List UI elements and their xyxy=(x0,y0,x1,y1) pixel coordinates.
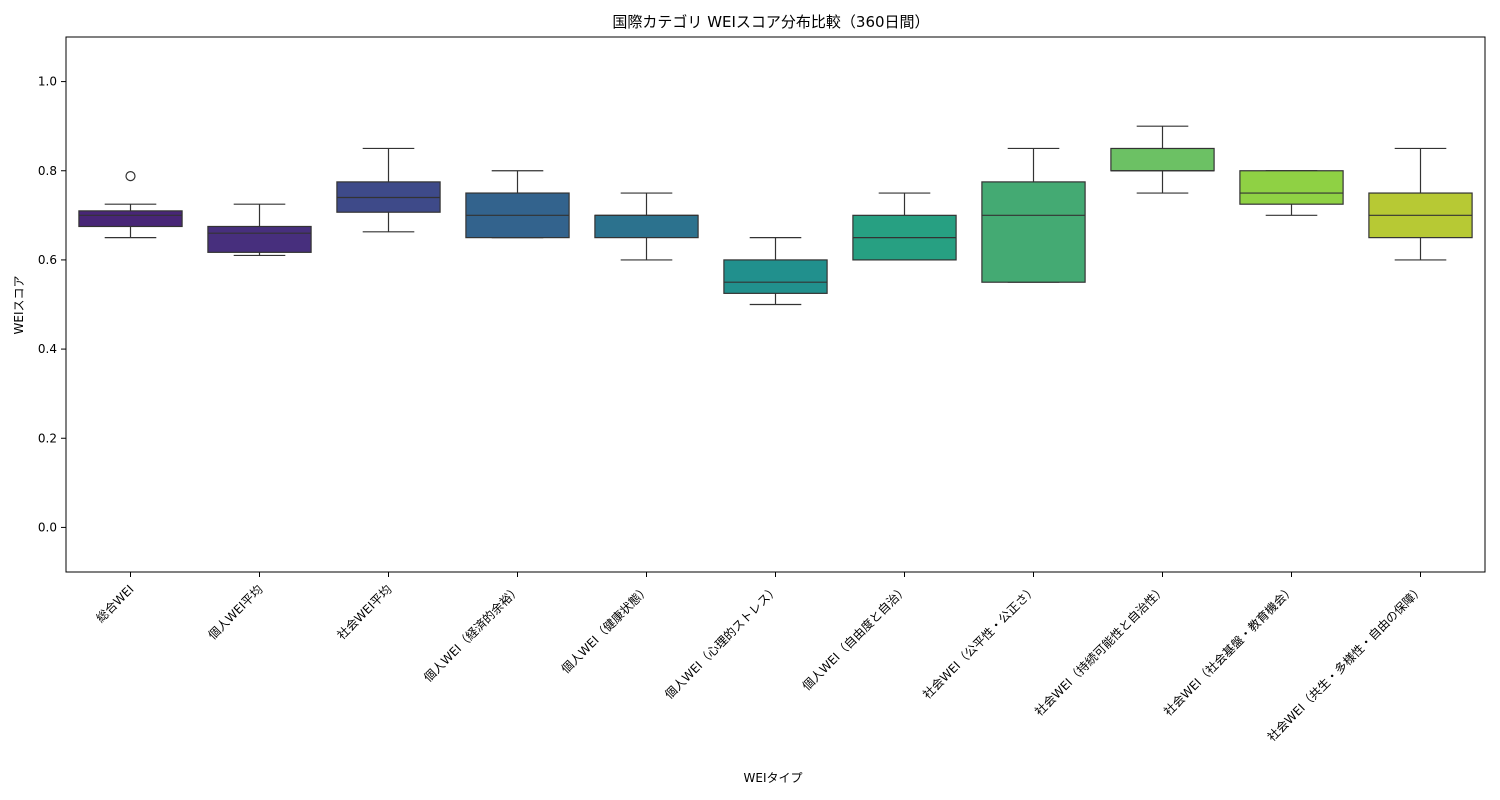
y-axis: 0.0 0.2 0.4 0.6 0.8 1.0 xyxy=(38,75,66,534)
x-tick-label: 社会WEI（共生・多様性・自由の保障） xyxy=(1264,582,1427,745)
box xyxy=(1110,147,1215,172)
chart-title: 国際カテゴリ WEIスコア分布比較（360日間） xyxy=(612,13,929,31)
x-tick-label: 社会WEI（社会基盤・教育機会） xyxy=(1160,582,1297,719)
box-group xyxy=(1239,170,1344,216)
x-tick-label: 個人WEI（自由度と自治） xyxy=(799,582,911,694)
box-group xyxy=(78,171,183,239)
box-group xyxy=(1110,125,1215,194)
box-group xyxy=(1368,147,1473,261)
box xyxy=(207,225,312,253)
y-tick-label: 0.6 xyxy=(38,253,57,267)
box xyxy=(723,259,828,294)
box xyxy=(1239,170,1344,205)
y-tick-label: 0.0 xyxy=(38,520,57,534)
x-axis: 総合WEI 個人WEI平均 社会WEI平均 個人WEI（経済的余裕） 個人WEI（健康状… xyxy=(93,572,1427,744)
box-group xyxy=(465,170,570,239)
box-group xyxy=(336,147,441,233)
x-tick-label: 個人WEI（経済的余裕） xyxy=(420,582,523,685)
y-axis-label: WEIスコア xyxy=(12,276,26,335)
box xyxy=(981,181,1086,283)
outlier-point xyxy=(125,171,136,182)
y-tick-label: 0.8 xyxy=(38,164,57,178)
y-tick-label: 0.2 xyxy=(38,431,57,445)
x-axis-label: WEIタイプ xyxy=(744,771,803,785)
box xyxy=(594,214,699,239)
box-group xyxy=(594,192,699,261)
box-group xyxy=(207,203,312,257)
box-group xyxy=(852,192,957,261)
box xyxy=(78,210,183,228)
x-tick-label: 総合WEI xyxy=(93,582,137,626)
x-tick-label: 社会WEI（持続可能性と自治性） xyxy=(1031,582,1168,719)
x-tick-label: 個人WEI平均 xyxy=(206,582,266,642)
x-tick-label: 個人WEI（心理的ストレス） xyxy=(661,582,781,702)
y-tick-label: 1.0 xyxy=(38,75,57,89)
boxes xyxy=(78,125,1473,306)
x-tick-label: 社会WEI平均 xyxy=(334,582,395,643)
y-tick-label: 0.4 xyxy=(38,342,57,356)
x-tick-label: 社会WEI（公平性・公正さ） xyxy=(919,582,1039,702)
box-group xyxy=(723,237,828,306)
x-tick-label: 個人WEI（健康状態） xyxy=(558,582,653,677)
box-group xyxy=(981,147,1086,283)
